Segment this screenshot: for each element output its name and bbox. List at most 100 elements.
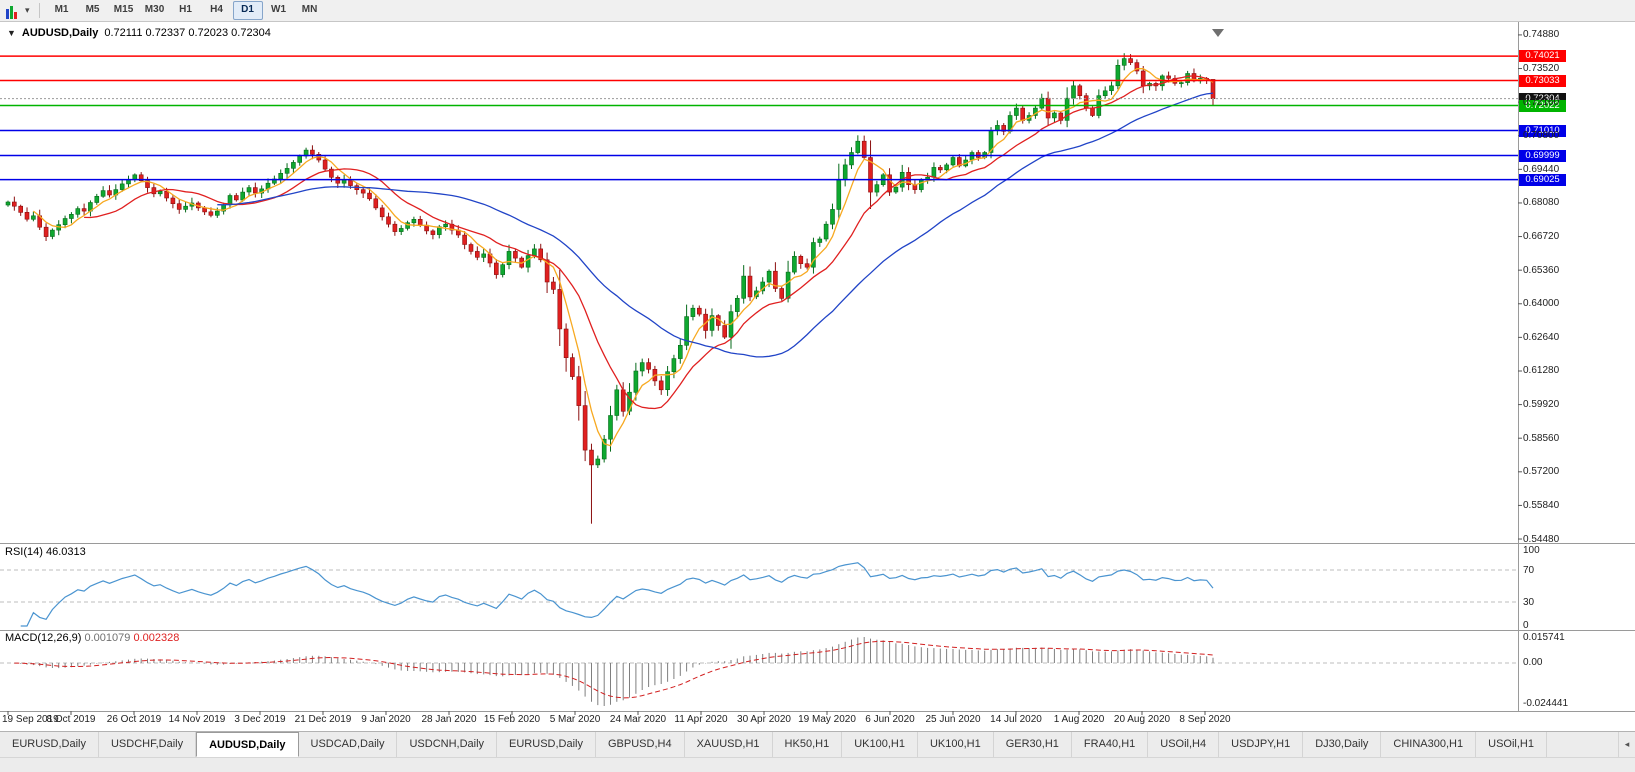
candle-body bbox=[208, 211, 214, 216]
chart-tab-eurusd-daily[interactable]: EURUSD,Daily bbox=[0, 732, 99, 757]
candle-body bbox=[392, 223, 398, 232]
chart-tab-china300-h1[interactable]: CHINA300,H1 bbox=[1381, 732, 1477, 757]
chart-ohlc-values: 0.72111 0.72337 0.72023 0.72304 bbox=[104, 27, 271, 39]
candle-body bbox=[792, 255, 797, 273]
candle-body bbox=[443, 223, 448, 227]
candle-body bbox=[5, 201, 11, 206]
timeframe-button-m1[interactable]: M1 bbox=[54, 4, 69, 15]
candle-body bbox=[145, 180, 150, 188]
candle-body bbox=[658, 380, 664, 391]
candle-body bbox=[1121, 58, 1127, 66]
candle-body bbox=[823, 223, 829, 240]
chart-tab-usdcnh-daily[interactable]: USDCNH,Daily bbox=[397, 732, 498, 757]
candle-body bbox=[722, 325, 728, 338]
moving-average-line[interactable] bbox=[32, 68, 1214, 447]
candle-body bbox=[462, 234, 467, 245]
candle-body bbox=[684, 316, 689, 346]
candle-body bbox=[614, 389, 620, 416]
timeframe-button-m15[interactable]: M15 bbox=[113, 4, 134, 15]
candle-body bbox=[138, 174, 144, 182]
chart-tab-usoil-h4[interactable]: USOil,H4 bbox=[1148, 732, 1220, 757]
timeframe-button-h1[interactable]: H1 bbox=[179, 4, 192, 15]
timeframe-button-w1[interactable]: W1 bbox=[271, 4, 287, 15]
candle-body bbox=[297, 155, 303, 163]
timeframe-button-mn[interactable]: MN bbox=[301, 4, 318, 15]
candle-body bbox=[322, 159, 328, 170]
candle-body bbox=[170, 197, 176, 204]
tab-scroll-left-button[interactable]: ◂ bbox=[1618, 732, 1635, 757]
candle-body bbox=[551, 281, 556, 290]
candle-body bbox=[291, 162, 296, 169]
candle-body bbox=[639, 362, 645, 372]
candle-body bbox=[81, 208, 87, 212]
candle-body bbox=[1090, 107, 1095, 116]
timeframe-button-m30[interactable]: M30 bbox=[144, 4, 165, 15]
candle-body bbox=[868, 157, 873, 193]
candle-body bbox=[563, 328, 569, 359]
chart-type-icon-bar bbox=[6, 8, 9, 19]
chart-shift-marker-icon[interactable] bbox=[1212, 29, 1224, 37]
candle-body bbox=[164, 191, 169, 199]
chart-type-icon[interactable] bbox=[5, 2, 23, 20]
chart-tab-usdcad-daily[interactable]: USDCAD,Daily bbox=[299, 732, 398, 757]
candle-body bbox=[62, 218, 68, 225]
timeframe-button-d1[interactable]: D1 bbox=[232, 1, 263, 20]
candle-body bbox=[183, 205, 188, 210]
candle-body bbox=[557, 289, 563, 330]
candle-body bbox=[417, 219, 423, 226]
chart-tab-gbpusd-h4[interactable]: GBPUSD,H4 bbox=[596, 732, 685, 757]
candle-body bbox=[1210, 79, 1216, 100]
chart-tab-bar: EURUSD,Daily USDCHF,Daily AUDUSD,Daily USDC… bbox=[0, 731, 1635, 757]
candle-body bbox=[1020, 107, 1026, 121]
candle-body bbox=[1185, 73, 1190, 83]
candle-body bbox=[75, 208, 81, 215]
chart-type-dropdown-caret[interactable]: ▾ bbox=[25, 5, 30, 15]
chart-tab-usoil-h1[interactable]: USOil,H1 bbox=[1476, 732, 1547, 757]
candle-body bbox=[779, 288, 785, 299]
candle-body bbox=[950, 157, 956, 166]
chart-tab-xauusd-h1[interactable]: XAUUSD,H1 bbox=[685, 732, 773, 757]
macd-signal-line bbox=[14, 640, 1214, 699]
candle-body bbox=[100, 190, 106, 197]
candle-body bbox=[386, 216, 391, 225]
candle-body bbox=[690, 307, 696, 317]
timeframe-button-m5[interactable]: M5 bbox=[85, 4, 100, 15]
candle-body bbox=[310, 149, 315, 155]
chart-tab-eurusd-daily[interactable]: EURUSD,Daily bbox=[497, 732, 596, 757]
candle-body bbox=[855, 140, 861, 153]
candle-body bbox=[367, 192, 372, 200]
candle-body bbox=[696, 307, 702, 315]
chart-tab-hk50-h1[interactable]: HK50,H1 bbox=[773, 732, 843, 757]
chart-tab-uk100-h1[interactable]: UK100,H1 bbox=[918, 732, 994, 757]
candle-body bbox=[215, 210, 220, 216]
candle-body bbox=[532, 248, 537, 256]
candle-body bbox=[360, 189, 366, 194]
chart-tab-ger30-h1[interactable]: GER30,H1 bbox=[994, 732, 1072, 757]
candle-body bbox=[931, 167, 937, 178]
candle-body bbox=[513, 251, 518, 259]
candle-body bbox=[646, 362, 651, 370]
chart-tab-uk100-h1[interactable]: UK100,H1 bbox=[842, 732, 918, 757]
chart-tab-fra40-h1[interactable]: FRA40,H1 bbox=[1072, 732, 1149, 757]
timeframe-button-h4[interactable]: H4 bbox=[210, 4, 223, 15]
candle-body bbox=[893, 186, 899, 193]
candle-body bbox=[627, 391, 632, 412]
candle-body bbox=[830, 209, 835, 225]
chart-title: ▼ AUDUSD,Daily 0.72111 0.72337 0.72023 0… bbox=[7, 27, 271, 39]
candle-body bbox=[411, 219, 417, 224]
candle-body bbox=[18, 205, 24, 213]
chart-tab-dj30-daily[interactable]: DJ30,Daily bbox=[1303, 732, 1382, 757]
candle-body bbox=[500, 264, 506, 275]
candle-body bbox=[481, 253, 487, 258]
candle-body bbox=[785, 271, 791, 299]
chart-tab-usdchf-daily[interactable]: USDCHF,Daily bbox=[99, 732, 197, 757]
candle-body bbox=[709, 315, 715, 331]
chart-tab-audusd-daily[interactable]: AUDUSD,Daily bbox=[196, 732, 299, 757]
chart-menu-icon[interactable]: ▼ bbox=[7, 28, 16, 38]
toolbar: ▾ M1 M5 M15 M30 H1 H4 D1 W1 MN bbox=[0, 0, 1635, 22]
chart-tab-usdjpy-h1[interactable]: USDJPY,H1 bbox=[1219, 732, 1304, 757]
candle-body bbox=[944, 164, 949, 171]
toolbar-separator bbox=[38, 3, 40, 18]
candle-body bbox=[246, 187, 252, 193]
